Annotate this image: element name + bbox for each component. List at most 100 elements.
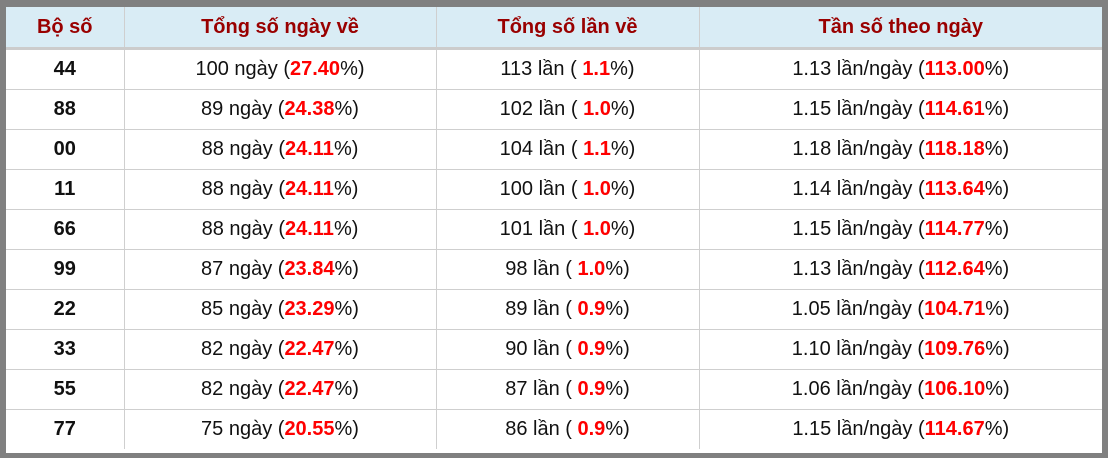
value-text: 87 lần ( (505, 378, 578, 400)
tong-so-lan-cell: 89 lần ( 0.9%) (435, 289, 700, 330)
tong-so-ngay-cell: 87 ngày (23.84%) (123, 249, 437, 290)
value-text: 88 ngày ( (201, 178, 285, 200)
table-body: 44 100 ngày (27.40%) 113 lần ( 1.1%) 1.13 l… (6, 48, 1102, 449)
table-row: 44 100 ngày (27.40%) 113 lần ( 1.1%) 1.13 l… (6, 48, 1102, 90)
percent-value: 22.47 (284, 378, 335, 400)
percent-suffix: %) (605, 338, 630, 360)
tan-so-cell: 1.10 lần/ngày (109.76%) (698, 329, 1102, 370)
value-text: 1.10 lần/ngày ( (791, 338, 925, 360)
value-text: 1.06 lần/ngày ( (791, 378, 925, 400)
table-row: 66 88 ngày (24.11%) 101 lần ( 1.0%) 1.15 lầ… (6, 209, 1102, 250)
tong-so-lan-cell: 98 lần ( 1.0%) (435, 249, 700, 290)
header-tong-so-lan-ve: Tổng số lần về (435, 7, 700, 50)
tong-so-ngay-cell: 88 ngày (24.11%) (123, 169, 437, 210)
percent-suffix: %) (610, 98, 636, 120)
percent-suffix: %) (333, 218, 359, 240)
table-header-row: Bộ số Tổng số ngày về Tổng số lần về Tần… (6, 7, 1102, 50)
bo-so-cell: 44 (6, 48, 125, 90)
value-text: 85 ngày ( (201, 298, 285, 320)
value-text: 90 lần ( (505, 338, 578, 360)
percent-value: 112.64 (924, 258, 985, 280)
tong-so-lan-cell: 101 lần ( 1.0%) (435, 209, 700, 250)
tong-so-lan-cell: 90 lần ( 0.9%) (435, 329, 700, 370)
percent-suffix: %) (984, 58, 1010, 80)
value-text: 82 ngày ( (201, 378, 285, 400)
percent-suffix: %) (334, 298, 359, 320)
percent-suffix: %) (340, 58, 365, 80)
header-bo-so: Bộ số (6, 7, 125, 50)
tong-so-lan-cell: 100 lần ( 1.0%) (435, 169, 700, 210)
percent-value: 1.0 (583, 178, 611, 200)
tong-so-lan-cell: 104 lần ( 1.1%) (435, 129, 700, 170)
value-text: 89 ngày ( (201, 98, 285, 120)
value-text: 101 lần ( (499, 218, 584, 240)
percent-suffix: %) (334, 258, 359, 280)
tong-so-lan-cell: 102 lần ( 1.0%) (435, 89, 700, 130)
value-text: 113 lần ( (500, 58, 583, 80)
percent-value: 27.40 (290, 58, 341, 80)
bo-so-cell: 22 (6, 289, 125, 330)
percent-suffix: %) (610, 178, 636, 200)
value-text: 87 ngày ( (201, 258, 285, 280)
tong-so-lan-cell: 87 lần ( 0.9%) (435, 369, 700, 410)
percent-value: 22.47 (284, 338, 335, 360)
tan-so-cell: 1.18 lần/ngày (118.18%) (698, 129, 1102, 170)
tan-so-cell: 1.13 lần/ngày (112.64%) (698, 249, 1102, 290)
percent-suffix: %) (333, 178, 359, 200)
tan-so-cell: 1.15 lần/ngày (114.77%) (698, 209, 1102, 250)
percent-suffix: %) (334, 98, 359, 120)
tan-so-cell: 1.05 lần/ngày (104.71%) (698, 289, 1102, 330)
value-text: 88 ngày ( (201, 138, 285, 160)
tong-so-ngay-cell: 82 ngày (22.47%) (123, 369, 437, 410)
percent-value: 24.38 (284, 98, 335, 120)
percent-suffix: %) (984, 258, 1010, 280)
percent-value: 104.71 (924, 298, 986, 320)
bo-so-cell: 00 (6, 129, 125, 170)
bo-so-cell: 11 (6, 169, 125, 210)
percent-value: 24.11 (284, 178, 334, 200)
percent-suffix: %) (984, 178, 1010, 200)
percent-value: 24.11 (284, 138, 334, 160)
tong-so-ngay-cell: 100 ngày (27.40%) (123, 48, 437, 90)
header-tan-so-theo-ngay: Tần số theo ngày (698, 7, 1102, 50)
tong-so-ngay-cell: 82 ngày (22.47%) (123, 329, 437, 370)
value-text: 86 lần ( (505, 418, 578, 440)
percent-suffix: %) (605, 258, 630, 280)
percent-suffix: %) (610, 138, 636, 160)
percent-value: 0.9 (577, 338, 606, 360)
table-row: 11 88 ngày (24.11%) 100 lần ( 1.0%) 1.14 lầ… (6, 169, 1102, 210)
value-text: 1.13 lần/ngày ( (792, 58, 925, 80)
percent-suffix: %) (984, 418, 1010, 440)
percent-value: 118.18 (924, 138, 985, 160)
value-text: 88 ngày ( (201, 218, 285, 240)
percent-suffix: %) (334, 418, 359, 440)
percent-value: 1.0 (583, 218, 611, 240)
tong-so-ngay-cell: 88 ngày (24.11%) (123, 209, 437, 250)
table-row: 00 88 ngày (24.11%) 104 lần ( 1.1%) 1.18 lầ… (6, 129, 1102, 170)
tan-so-cell: 1.14 lần/ngày (113.64%) (698, 169, 1102, 210)
percent-value: 0.9 (577, 378, 606, 400)
percent-value: 0.9 (577, 418, 606, 440)
value-text: 100 ngày ( (195, 58, 290, 80)
percent-value: 23.29 (284, 298, 335, 320)
percent-suffix: %) (333, 138, 359, 160)
percent-suffix: %) (605, 378, 630, 400)
table-row: 55 82 ngày (22.47%) 87 lần ( 0.9%) 1.06 lần… (6, 369, 1102, 410)
value-text: 100 lần ( (499, 178, 584, 200)
percent-value: 114.61 (924, 98, 985, 120)
percent-value: 1.0 (583, 98, 611, 120)
percent-suffix: %) (610, 58, 635, 80)
tan-so-cell: 1.06 lần/ngày (106.10%) (698, 369, 1102, 410)
percent-suffix: %) (985, 298, 1010, 320)
table-row: 99 87 ngày (23.84%) 98 lần ( 1.0%) 1.13 lần… (6, 249, 1102, 290)
percent-value: 0.9 (577, 298, 606, 320)
bo-so-cell: 33 (6, 329, 125, 370)
table-row: 22 85 ngày (23.29%) 89 lần ( 0.9%) 1.05 lần… (6, 289, 1102, 330)
tong-so-ngay-cell: 89 ngày (24.38%) (123, 89, 437, 130)
percent-value: 20.55 (284, 418, 335, 440)
value-text: 1.15 lần/ngày ( (792, 98, 925, 120)
value-text: 104 lần ( (499, 138, 584, 160)
value-text: 1.15 lần/ngày ( (792, 218, 925, 240)
tong-so-ngay-cell: 85 ngày (23.29%) (123, 289, 437, 330)
